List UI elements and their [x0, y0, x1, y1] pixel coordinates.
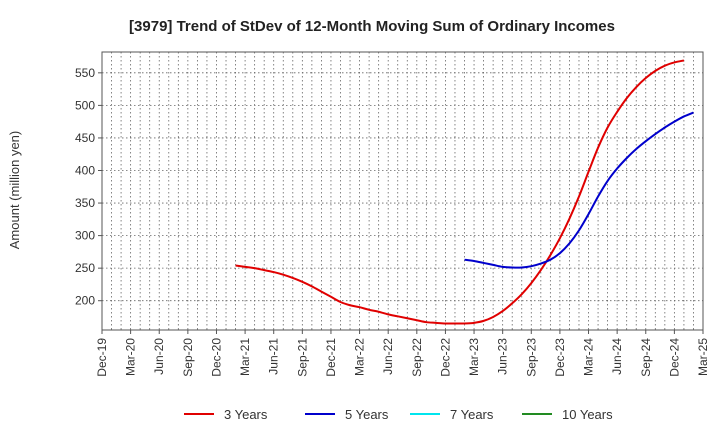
y-tick-label: 350 [75, 196, 95, 210]
x-tick-label: Dec-23 [553, 338, 567, 377]
grid-lines [102, 52, 703, 330]
legend-label-10-years: 10 Years [562, 407, 613, 422]
x-tick-label: Mar-23 [467, 338, 481, 376]
y-tick-label: 250 [75, 261, 95, 275]
x-tick-label: Mar-25 [696, 338, 710, 376]
x-tick-label: Sep-23 [524, 338, 538, 377]
x-tick-label: Mar-20 [124, 338, 138, 376]
y-tick-label: 450 [75, 131, 95, 145]
legend-label-3-years: 3 Years [224, 407, 268, 422]
series-line-5-years [464, 111, 694, 269]
x-tick-label: Mar-22 [353, 338, 367, 376]
x-tick-label: Dec-19 [95, 338, 109, 377]
x-tick-label: Dec-24 [667, 338, 681, 377]
x-tick-label: Sep-20 [181, 338, 195, 377]
x-tick-label: Jun-22 [381, 338, 395, 375]
x-tick-label: Sep-24 [639, 338, 653, 377]
y-tick-label: 300 [75, 229, 95, 243]
y-axis-ticks: 200 250 300 350 400 450 500 550 [75, 66, 102, 308]
x-tick-label: Sep-21 [295, 338, 309, 377]
legend: 3 Years 5 Years 7 Years 10 Years [184, 407, 613, 422]
y-axis-label: Amount (million yen) [7, 131, 22, 250]
y-tick-label: 550 [75, 66, 95, 80]
series-line-3-years [235, 59, 685, 325]
x-tick-label: Mar-24 [582, 338, 596, 376]
y-tick-label: 200 [75, 294, 95, 308]
x-tick-label: Dec-20 [209, 338, 223, 377]
chart-title: [3979] Trend of StDev of 12-Month Moving… [129, 18, 615, 35]
legend-label-7-years: 7 Years [450, 407, 494, 422]
x-tick-label: Jun-24 [610, 338, 624, 375]
x-tick-label: Jun-20 [152, 338, 166, 375]
plot-area-frame [101, 51, 704, 331]
y-tick-label: 400 [75, 163, 95, 177]
x-tick-label: Jun-21 [267, 338, 281, 375]
x-tick-label: Dec-21 [324, 338, 338, 377]
x-tick-label: Dec-22 [438, 338, 452, 377]
series-layer [235, 59, 694, 325]
x-axis-ticks: Dec-19 Mar-20 Jun-20 Sep-20 Dec-20 Mar-21 Jun-… [95, 330, 710, 377]
x-tick-label: Sep-22 [410, 338, 424, 377]
legend-label-5-years: 5 Years [345, 407, 389, 422]
y-tick-label: 500 [75, 98, 95, 112]
x-tick-label: Mar-21 [238, 338, 252, 376]
x-tick-label: Jun-23 [496, 338, 510, 375]
